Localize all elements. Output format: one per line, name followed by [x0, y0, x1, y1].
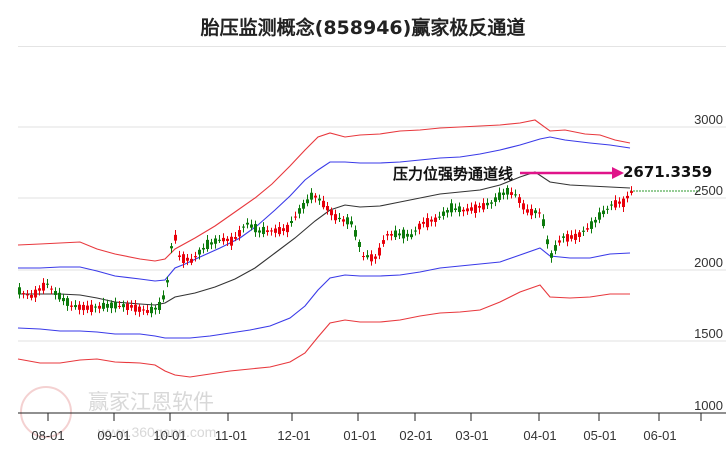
- watermark-brand: 赢家江恩软件: [88, 390, 214, 414]
- inner-lower-band: [17, 247, 631, 339]
- x-tick-05-01: 05-01: [583, 428, 617, 443]
- x-axis-ticks: [47, 413, 702, 421]
- annotation-label: 压力位强势通道线: [393, 165, 514, 183]
- x-tick-06-01: 06-01: [643, 428, 677, 443]
- title-divider: [18, 46, 726, 47]
- y-tick-2500: 2500: [694, 183, 723, 198]
- annotation-value: 2671.3359: [623, 163, 713, 181]
- x-tick-03-01: 03-01: [455, 428, 489, 443]
- watermark-logo-icon: [20, 386, 72, 438]
- x-tick-10-01: 10-01: [153, 428, 187, 443]
- x-tick-01-01: 01-01: [343, 428, 377, 443]
- inner-upper-band: [18, 136, 631, 282]
- x-tick-09-01: 09-01: [97, 428, 131, 443]
- y-tick-1500: 1500: [694, 326, 723, 341]
- x-tick-11-01: 11-01: [214, 428, 248, 443]
- y-tick-1000: 1000: [694, 398, 723, 413]
- x-tick-04-01: 04-01: [523, 428, 557, 443]
- candlesticks: [18, 185, 633, 318]
- chart-title: 胎压监测概念(858946)赢家极反通道: [200, 17, 526, 39]
- x-tick-02-01: 02-01: [399, 428, 433, 443]
- outer-upper-band: [17, 119, 631, 262]
- y-tick-2000: 2000: [694, 255, 723, 270]
- arrow-head-icon: [612, 167, 624, 179]
- x-tick-08-01: 08-01: [31, 428, 65, 443]
- y-tick-3000: 3000: [694, 112, 723, 127]
- gridlines: [18, 126, 726, 342]
- watermark-url: www.360gann.com: [98, 424, 217, 440]
- x-tick-12-01: 12-01: [277, 428, 311, 443]
- outer-lower-band: [17, 284, 630, 378]
